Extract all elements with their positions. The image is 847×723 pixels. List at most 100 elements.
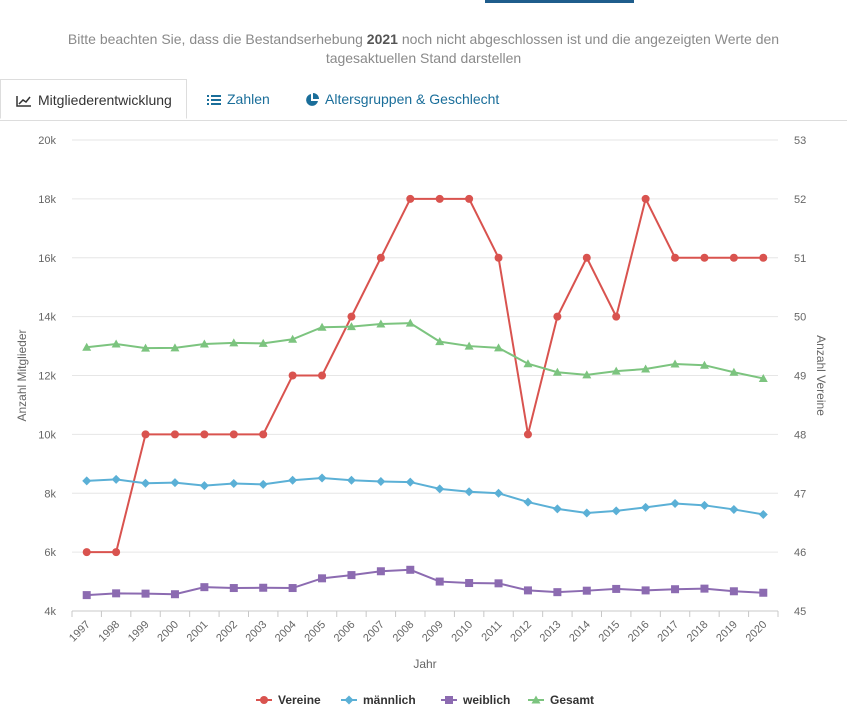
data-point-gesamt: [229, 338, 239, 347]
x-tick-label: 2012: [508, 619, 534, 645]
x-tick-label: 1997: [67, 619, 93, 645]
tab-zahlen[interactable]: Zahlen: [207, 79, 270, 119]
data-point-vereine: [170, 430, 179, 439]
data-point-weiblich: [612, 584, 621, 593]
legend-label: Gesamt: [550, 693, 594, 707]
data-point-vereine: [494, 253, 503, 262]
data-point-maennlich: [611, 506, 621, 516]
legend-item-maennlich[interactable]: männlich: [341, 693, 416, 707]
data-point-vereine: [229, 430, 238, 439]
legend-item-vereine[interactable]: Vereine: [256, 693, 321, 707]
x-axis: 1997 1998 1999 2000 2001 2002 2003 2004 2005 2006…: [67, 611, 779, 671]
data-point-vereine: [82, 548, 91, 557]
data-point-gesamt: [82, 342, 92, 351]
data-point-vereine: [347, 312, 356, 321]
data-point-maennlich: [464, 487, 474, 497]
data-point-weiblich: [671, 585, 680, 594]
data-point-weiblich: [376, 567, 385, 576]
series-line-weiblich: [86, 568, 764, 597]
data-point-vereine: [200, 430, 209, 439]
y-right-tick-label: 49: [794, 371, 806, 383]
list-icon: [207, 94, 221, 106]
data-point-maennlich: [229, 479, 239, 489]
data-point-weiblich: [318, 574, 327, 583]
data-point-weiblich: [347, 571, 356, 580]
data-point-gesamt: [376, 319, 386, 328]
data-point-maennlich: [729, 504, 739, 514]
data-point-gesamt: [111, 339, 121, 348]
data-point-weiblich: [170, 590, 179, 599]
data-point-maennlich: [170, 478, 180, 488]
data-point-vereine: [729, 253, 738, 262]
legend-label: Vereine: [278, 693, 321, 707]
series-group: [82, 194, 768, 600]
data-point-vereine: [406, 194, 415, 203]
y-axis-right: 45 46 47 48 49 50 51 52 53 Anzahl Vereine: [794, 135, 828, 618]
data-point-maennlich: [435, 484, 445, 494]
x-tick-label: 2003: [244, 619, 270, 645]
y-left-tick-label: 6k: [44, 547, 56, 559]
y-right-tick-label: 46: [794, 547, 806, 559]
data-point-gesamt: [641, 364, 651, 373]
data-point-maennlich: [699, 500, 709, 510]
data-point-vereine: [141, 430, 150, 439]
data-point-gesamt: [523, 359, 533, 368]
x-tick-label: 2009: [420, 619, 446, 645]
y-right-tick-label: 48: [794, 429, 806, 441]
x-tick-label: 1998: [96, 619, 122, 645]
legend[interactable]: Vereine männlich weiblich Gesamt: [256, 693, 594, 707]
data-point-maennlich: [670, 499, 680, 509]
legend-item-gesamt[interactable]: Gesamt: [528, 693, 594, 707]
data-point-maennlich: [758, 509, 768, 519]
data-point-vereine: [553, 312, 562, 321]
data-point-maennlich: [82, 476, 92, 486]
y-left-tick-label: 20k: [38, 135, 56, 147]
data-point-gesamt: [141, 343, 151, 352]
data-point-weiblich: [200, 583, 209, 592]
data-point-weiblich: [700, 584, 709, 593]
tab-mitgliederentwicklung[interactable]: Mitgliederentwicklung: [0, 79, 187, 119]
legend-marker: [344, 695, 354, 705]
grid-lines: [72, 139, 778, 612]
data-point-weiblich: [523, 586, 532, 595]
data-point-weiblich: [112, 589, 121, 598]
series-gesamt: [82, 318, 768, 382]
data-point-gesamt: [670, 359, 680, 368]
data-point-gesamt: [582, 370, 592, 379]
data-point-vereine: [259, 430, 268, 439]
x-tick-label: 2005: [302, 619, 328, 645]
x-tick-label: 2000: [155, 619, 181, 645]
y-left-tick-label: 16k: [38, 253, 56, 265]
y-left-tick-label: 10k: [38, 429, 56, 441]
y-right-tick-label: 47: [794, 488, 806, 500]
data-point-weiblich: [406, 565, 415, 574]
tab-altersgruppen[interactable]: Altersgruppen & Geschlecht: [305, 79, 499, 119]
data-point-vereine: [376, 253, 385, 262]
legend-item-weiblich[interactable]: weiblich: [441, 693, 510, 707]
legend-marker: [445, 696, 453, 704]
data-point-weiblich: [465, 579, 474, 588]
data-point-maennlich: [258, 479, 268, 489]
data-point-maennlich: [641, 502, 651, 512]
data-point-vereine: [582, 253, 591, 262]
data-point-vereine: [671, 253, 680, 262]
data-point-vereine: [523, 430, 532, 439]
x-tick-label: 2018: [685, 619, 711, 645]
data-point-weiblich: [553, 588, 562, 597]
data-point-weiblich: [494, 579, 503, 588]
y-left-tick-label: 12k: [38, 371, 56, 383]
x-tick-label: 1999: [126, 619, 152, 645]
x-tick-label: 2016: [626, 619, 652, 645]
data-point-weiblich: [82, 591, 91, 600]
data-point-maennlich: [582, 508, 592, 518]
pie-chart-icon: [305, 93, 319, 107]
y-right-tick-label: 53: [794, 135, 806, 147]
x-tick-label: 2001: [185, 619, 211, 645]
y-right-tick-label: 51: [794, 253, 806, 265]
y-left-tick-label: 8k: [44, 488, 56, 500]
data-point-vereine: [112, 548, 121, 557]
data-point-weiblich: [288, 584, 297, 593]
series-line-vereine: [86, 196, 764, 554]
data-point-maennlich: [523, 497, 533, 507]
x-axis-title: Jahr: [413, 657, 436, 671]
